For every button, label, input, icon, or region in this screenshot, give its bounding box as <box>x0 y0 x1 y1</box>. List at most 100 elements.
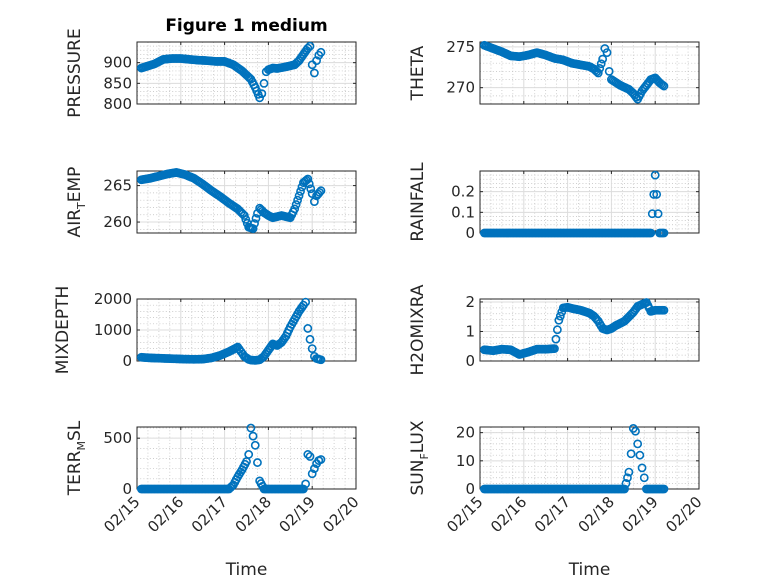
data-point <box>551 334 561 344</box>
x-axis-label: Time <box>568 560 611 580</box>
x-axis-label: Time <box>225 560 268 580</box>
subplot-theta: 270 275 THETA <box>408 38 700 105</box>
y-axis-label: THETA <box>408 45 428 101</box>
x-tick-label: 02/16 <box>144 493 187 536</box>
y-tick-label: 850 <box>103 74 132 92</box>
y-tick-label: 900 <box>103 54 132 72</box>
x-tick-label: 02/15 <box>443 493 486 536</box>
series-markers <box>479 170 669 238</box>
y-label-subscript: T <box>75 202 88 210</box>
data-point <box>550 344 559 353</box>
data-point <box>555 311 565 321</box>
y-tick-label: 270 <box>446 79 475 97</box>
data-point <box>596 59 606 69</box>
x-tick-label: 02/17 <box>531 493 574 536</box>
y-tick-label: 2000 <box>94 290 132 308</box>
subplot-air_temp: 260 265 AIRTEMP <box>65 167 357 238</box>
data-point <box>650 170 660 180</box>
data-point <box>305 41 315 51</box>
series-markers <box>136 297 326 365</box>
data-point <box>303 324 313 333</box>
y-label-part: TERR <box>65 450 85 496</box>
data-point <box>652 190 662 199</box>
data-point <box>602 48 612 58</box>
data-point <box>296 187 305 196</box>
series-markers <box>136 41 326 103</box>
data-point <box>624 467 634 477</box>
minor-grid <box>480 427 699 489</box>
subplot-terr_msl: 0 500 02/15 02/16 02/17 02/18 02/19 02/20 Time TE… <box>65 420 363 580</box>
series-markers <box>479 40 669 104</box>
data-point <box>294 191 304 201</box>
major-grid <box>137 171 356 233</box>
data-point <box>299 484 308 494</box>
data-point <box>316 47 326 57</box>
series-markers <box>136 168 326 234</box>
data-point <box>315 187 324 197</box>
x-tick-label: 02/16 <box>487 493 530 536</box>
y-axis-label: SUNFLUX <box>408 420 431 495</box>
data-point <box>301 297 311 307</box>
data-point <box>301 479 311 489</box>
axes-box <box>479 170 700 234</box>
data-point <box>251 214 261 223</box>
data-point <box>250 440 260 450</box>
y-tick-label: 20 <box>456 424 475 442</box>
y-label-part: EMP <box>65 167 85 203</box>
data-point <box>305 334 315 344</box>
y-label-subscript: F <box>418 453 431 459</box>
data-point <box>659 81 669 91</box>
series-markers <box>136 423 326 494</box>
y-label-part: LUX <box>408 420 428 453</box>
x-tick-label: 02/20 <box>319 493 362 536</box>
y-axis-label: RAINFALL <box>408 162 428 242</box>
data-point <box>623 473 632 483</box>
y-tick-label: 0 <box>122 352 132 370</box>
y-axis-label: TERRMSL <box>65 420 88 496</box>
series-markers <box>479 298 669 359</box>
y-tick-label: 265 <box>103 177 132 195</box>
axes-box <box>479 426 700 490</box>
x-tick-label: 02/18 <box>575 493 618 536</box>
data-point <box>303 43 313 53</box>
data-point <box>316 455 326 464</box>
y-tick-label: 0 <box>465 224 475 242</box>
y-tick-label: 0 <box>122 480 132 498</box>
subplot-mixdepth: 0 1000 2000 MIXDEPTH <box>53 286 357 375</box>
data-point <box>290 204 300 214</box>
data-point <box>303 174 313 184</box>
y-tick-label: 260 <box>103 213 132 231</box>
data-point <box>633 439 643 449</box>
data-point <box>604 66 614 76</box>
data-point <box>639 473 649 483</box>
data-point <box>598 54 608 64</box>
data-point <box>621 478 631 488</box>
subplot-pressure: 800 850 900 PRESSURE Figure 1 medium <box>65 16 357 118</box>
subplot-h2omixra: 0 1 2 H2OMIXRA <box>408 284 700 376</box>
y-tick-label: 2 <box>465 293 475 311</box>
chart-title: Figure 1 medium <box>165 16 327 36</box>
data-point <box>312 56 321 65</box>
x-tick-label: 02/18 <box>232 493 275 536</box>
y-tick-label: 0.1 <box>451 203 475 221</box>
x-tick-label: 02/15 <box>100 493 143 536</box>
x-tick-label: 02/20 <box>662 493 705 536</box>
y-label-part: AIR <box>65 209 85 238</box>
y-axis-label: MIXDEPTH <box>53 286 73 375</box>
data-point <box>554 315 564 325</box>
y-tick-label: 800 <box>103 95 132 113</box>
data-point <box>593 68 603 78</box>
data-point <box>305 452 315 461</box>
data-point <box>307 344 317 353</box>
y-tick-label: 1 <box>465 322 475 340</box>
x-tick-label: 02/17 <box>188 493 231 536</box>
data-point <box>246 423 256 433</box>
axes-box <box>479 41 700 105</box>
y-tick-label: 0.2 <box>451 183 475 201</box>
data-point <box>316 186 326 196</box>
data-point <box>316 355 326 365</box>
data-point <box>649 190 659 199</box>
data-point <box>620 484 629 494</box>
y-tick-label: 275 <box>446 38 475 56</box>
data-point <box>303 450 313 459</box>
